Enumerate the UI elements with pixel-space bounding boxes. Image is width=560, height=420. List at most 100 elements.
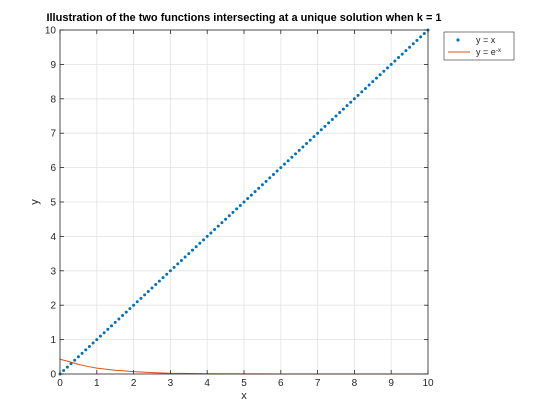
data-point	[88, 345, 91, 348]
legend-label: y = x	[476, 35, 496, 45]
data-point	[298, 149, 301, 152]
data-point	[235, 207, 238, 210]
legend-label-text: y = x	[476, 35, 496, 45]
y-tick-label: 7	[50, 129, 56, 140]
data-point	[349, 101, 352, 104]
x-axis-label: x	[241, 390, 247, 402]
data-point	[209, 231, 212, 234]
data-point	[309, 139, 312, 142]
x-tick-label: 1	[94, 378, 100, 389]
data-point	[323, 125, 326, 128]
data-point	[305, 142, 308, 145]
data-point	[143, 293, 146, 296]
x-tick-label: 7	[315, 378, 321, 389]
x-tick-label: 6	[278, 378, 284, 389]
data-point	[136, 300, 139, 303]
data-point	[294, 152, 297, 155]
data-point	[331, 118, 334, 121]
data-point	[239, 204, 242, 207]
data-point	[357, 94, 360, 97]
data-point	[320, 128, 323, 131]
data-point	[187, 252, 190, 255]
data-point	[268, 176, 271, 179]
data-point	[206, 235, 209, 238]
data-point	[408, 46, 411, 49]
data-point	[404, 49, 407, 52]
chart-title: Illustration of the two functions inters…	[46, 12, 441, 24]
data-point	[265, 180, 268, 183]
data-point	[84, 348, 87, 351]
data-point	[276, 170, 279, 173]
legend-marker	[456, 38, 459, 41]
y-tick-label: 6	[50, 163, 56, 174]
data-point	[158, 280, 161, 283]
data-point	[217, 225, 220, 228]
y-tick-label: 9	[50, 60, 56, 71]
x-tick-label: 2	[131, 378, 137, 389]
data-point	[397, 56, 400, 59]
data-point	[224, 218, 227, 221]
x-tick-label: 4	[204, 378, 210, 389]
data-point	[62, 369, 65, 372]
data-point	[257, 187, 260, 190]
data-point	[335, 115, 338, 118]
data-point	[77, 355, 80, 358]
data-point	[290, 156, 293, 159]
data-point	[81, 352, 84, 355]
data-point	[283, 163, 286, 166]
data-point	[243, 201, 246, 204]
y-tick-label: 5	[50, 198, 56, 209]
y-tick-label: 0	[50, 370, 56, 381]
data-point	[287, 159, 290, 162]
legend: y = xy = e-x	[444, 32, 514, 60]
data-point	[386, 66, 389, 69]
data-point	[132, 304, 135, 307]
data-point	[382, 70, 385, 73]
data-point	[316, 132, 319, 135]
data-point	[393, 59, 396, 62]
data-point	[412, 42, 415, 45]
x-tick-label: 0	[57, 378, 63, 389]
data-point	[202, 238, 205, 241]
data-point	[180, 259, 183, 262]
y-tick-label: 1	[50, 335, 56, 346]
x-tick-label: 5	[241, 378, 247, 389]
data-point	[353, 97, 356, 100]
data-point	[375, 77, 378, 80]
data-point	[228, 214, 231, 217]
data-point	[191, 249, 194, 252]
data-point	[125, 311, 128, 314]
data-point	[184, 256, 187, 259]
data-point	[169, 269, 172, 272]
data-point	[195, 245, 198, 248]
data-point	[360, 90, 363, 93]
data-point	[213, 228, 216, 231]
data-point	[73, 359, 76, 362]
y-tick-label: 10	[45, 26, 57, 37]
legend-label-text: y = e	[476, 47, 496, 57]
data-point	[246, 197, 249, 200]
data-point	[261, 183, 264, 186]
data-point	[103, 331, 106, 334]
data-point	[198, 242, 201, 245]
data-point	[95, 338, 98, 341]
data-point	[371, 80, 374, 83]
data-point	[151, 287, 154, 290]
data-point	[272, 173, 275, 176]
data-point	[368, 84, 371, 87]
data-point	[66, 366, 69, 369]
data-point	[139, 297, 142, 300]
y-tick-label: 8	[50, 94, 56, 105]
data-point	[114, 321, 117, 324]
data-point	[327, 121, 330, 124]
data-point	[173, 266, 176, 269]
data-point	[415, 39, 418, 42]
data-point	[176, 262, 179, 265]
data-point	[379, 73, 382, 76]
data-point	[346, 104, 349, 107]
data-point	[110, 324, 113, 327]
y-axis-label: y	[29, 199, 41, 205]
data-point	[312, 135, 315, 138]
